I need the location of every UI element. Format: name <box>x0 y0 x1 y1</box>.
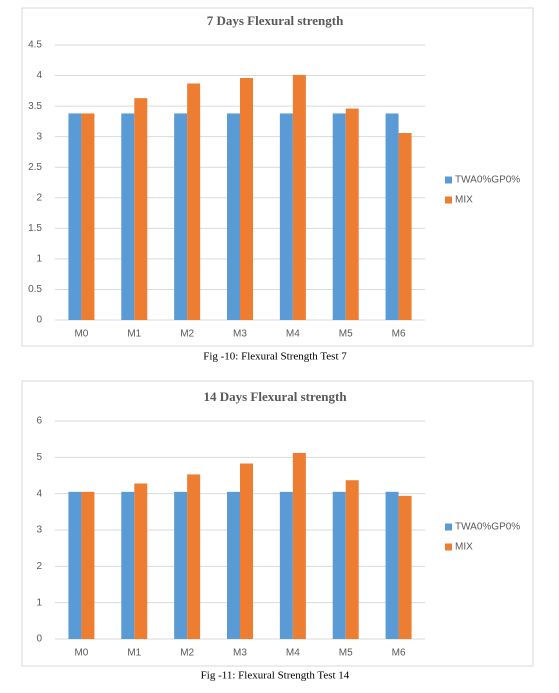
y-tick-label: 1.5 <box>28 223 42 234</box>
bar <box>174 113 188 320</box>
bar <box>174 491 188 639</box>
bar <box>81 491 95 639</box>
bar <box>81 113 95 320</box>
bar <box>292 74 306 320</box>
y-tick-label: 3 <box>36 525 42 536</box>
x-tick-label: M0 <box>74 648 88 659</box>
bar <box>134 483 148 639</box>
y-tick-label: 0.5 <box>28 284 42 295</box>
x-tick-label: M5 <box>339 648 353 659</box>
y-tick-label: 1 <box>36 254 42 265</box>
bar <box>332 113 346 320</box>
bar <box>68 491 82 639</box>
x-tick-label: M1 <box>127 329 141 340</box>
y-tick-label: 2 <box>36 561 42 572</box>
chart-title: 7 Days Flexural strength <box>207 13 344 28</box>
legend-label: MIX <box>455 542 473 553</box>
y-tick-label: 2.5 <box>28 162 42 173</box>
y-tick-label: 4.5 <box>28 40 42 51</box>
bar <box>385 491 399 639</box>
legend-swatch <box>445 523 452 531</box>
legend-label: TWA0%GP0% <box>455 175 520 186</box>
y-tick-label: 0 <box>36 634 42 645</box>
bar <box>121 491 135 639</box>
x-tick-label: M6 <box>392 648 406 659</box>
caption: Fig -10: Flexural Strength Test 7 <box>203 351 347 363</box>
x-tick-label: M2 <box>180 648 194 659</box>
legend-swatch <box>445 176 452 184</box>
bar <box>227 113 240 320</box>
x-tick-label: M2 <box>180 329 194 340</box>
bar <box>345 108 359 320</box>
y-tick-label: 2 <box>36 192 42 203</box>
bar <box>398 495 412 639</box>
y-tick-label: 3.5 <box>28 101 42 112</box>
bar <box>134 98 148 321</box>
legend-swatch <box>445 196 452 204</box>
legend-swatch <box>445 543 452 551</box>
y-tick-label: 4 <box>36 70 42 81</box>
bar <box>187 474 201 639</box>
bar <box>279 491 293 639</box>
y-tick-label: 4 <box>36 488 42 499</box>
bar <box>332 491 346 639</box>
x-tick-label: M0 <box>74 329 88 340</box>
y-tick-label: 3 <box>36 131 42 142</box>
y-tick-label: 5 <box>36 452 42 463</box>
x-tick-label: M4 <box>286 329 300 340</box>
bar <box>240 463 253 639</box>
x-tick-label: M3 <box>233 329 247 340</box>
chart-title: 14 Days Flexural strength <box>203 389 347 404</box>
bar <box>240 78 253 320</box>
bar <box>121 113 135 320</box>
x-tick-label: M1 <box>127 648 141 659</box>
bar <box>227 491 240 639</box>
legend-label: TWA0%GP0% <box>455 522 520 533</box>
x-tick-label: M5 <box>339 329 353 340</box>
x-tick-label: M4 <box>286 648 300 659</box>
y-tick-label: 1 <box>36 597 42 608</box>
caption: Fig -11: Flexural Strength Test 14 <box>201 670 350 682</box>
bar <box>292 452 306 639</box>
bar <box>345 480 359 639</box>
y-tick-label: 0 <box>36 315 42 326</box>
bar <box>68 113 82 320</box>
legend-label: MIX <box>455 195 473 206</box>
y-tick-label: 6 <box>36 416 42 427</box>
bar <box>279 113 293 320</box>
bar <box>398 133 412 320</box>
x-tick-label: M3 <box>233 648 247 659</box>
bar <box>187 83 201 320</box>
x-tick-label: M6 <box>392 329 406 340</box>
bar <box>385 113 399 320</box>
